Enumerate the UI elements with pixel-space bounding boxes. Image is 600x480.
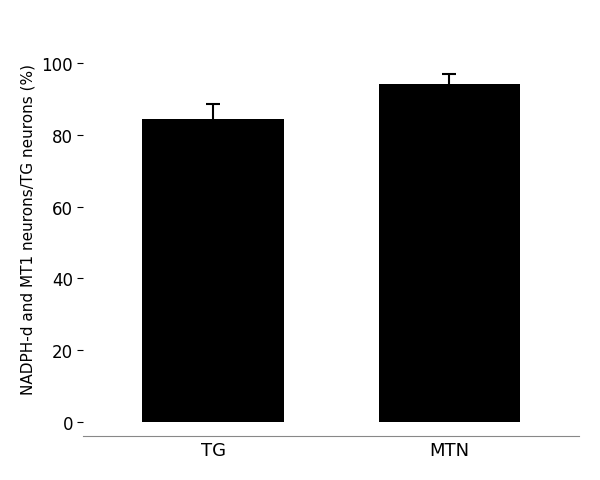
Bar — [379, 85, 520, 422]
Bar — [142, 120, 284, 422]
Y-axis label: NADPH-d and MT1 neurons/TG neurons (%): NADPH-d and MT1 neurons/TG neurons (%) — [21, 63, 36, 394]
